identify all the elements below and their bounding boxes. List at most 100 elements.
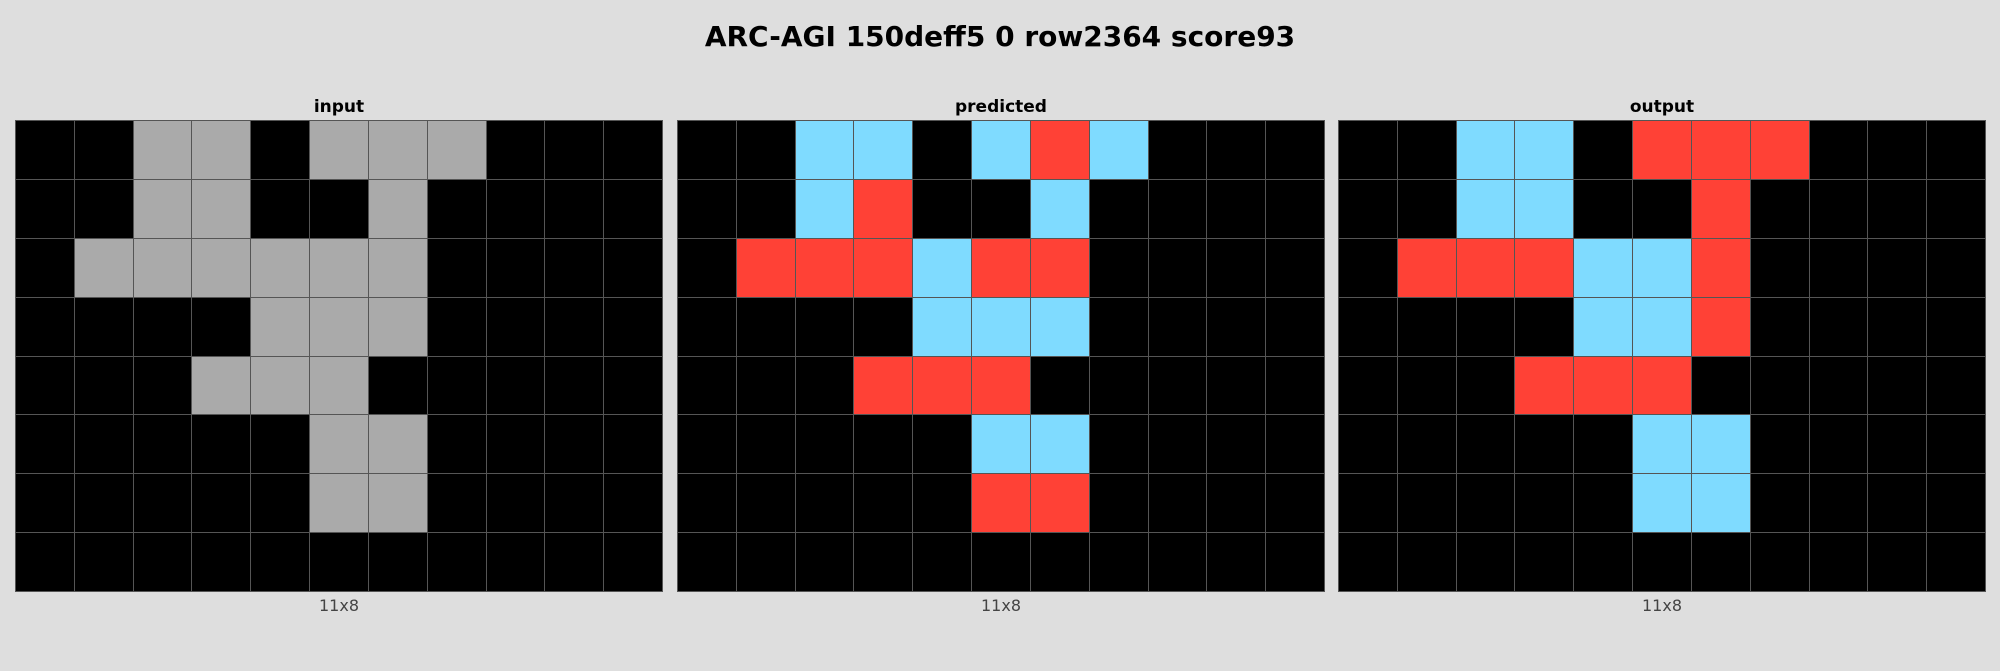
grid-cell [1691,415,1750,474]
grid-cell [1574,179,1633,238]
grid-cell [310,533,368,591]
grid-cell [251,238,310,297]
grid-cell [1030,415,1089,474]
grid-size-caption: 11x8 [980,596,1021,615]
grid-cell [1515,533,1574,591]
grid-cell [133,533,192,591]
grid-cell [678,356,736,415]
grid-cell [427,179,486,238]
grid-cell [545,356,604,415]
grid-cell [854,238,913,297]
grid-cell [1927,297,1985,356]
grid-cell [1868,121,1927,179]
panel-title-output: output [1629,97,1695,117]
grid-cell [1574,297,1633,356]
grid-cell [1148,474,1207,533]
output-panel: output 11x8 [1338,94,1986,615]
grid-cell [1868,297,1927,356]
grid-cell [854,533,913,591]
grid-cell [1089,474,1148,533]
grid-cell [1339,415,1397,474]
grid-cell [972,238,1030,297]
grid-cell [913,297,972,356]
grid-cell [1148,238,1207,297]
grid-cell [1515,121,1574,179]
grid-cell [795,415,854,474]
grid-cell [74,474,133,533]
grid-cell [1691,297,1750,356]
grid-cell [1633,297,1691,356]
grid-cell [1809,121,1868,179]
grid-cell [795,121,854,179]
grid-cell [74,121,133,179]
grid-cell [1397,356,1456,415]
grid-cell [1456,179,1515,238]
grid-cell [1809,238,1868,297]
grid-cell [486,533,545,591]
grid-cell [251,474,310,533]
grid-cell [486,415,545,474]
grid-cell [736,356,795,415]
panel-title-predicted: predicted [955,97,1047,117]
grid-cell [192,356,251,415]
grid-cell [1809,533,1868,591]
grid-cell [1750,238,1809,297]
grid-cell [972,533,1030,591]
grid-cell [1691,238,1750,297]
grid-cell [192,474,251,533]
grid-cell [854,297,913,356]
grid-cell [74,238,133,297]
grid-cell [913,533,972,591]
grid-cell [854,415,913,474]
grid-cell [1927,179,1985,238]
grid-cell [913,121,972,179]
grid-cell [604,533,662,591]
grid-cell [972,415,1030,474]
grid-cell [251,179,310,238]
grid-cell [368,474,427,533]
grid-cell [1397,297,1456,356]
grid-cell [133,474,192,533]
grid-cell [1148,533,1207,591]
grid-cell [1809,179,1868,238]
grid-cell [1339,356,1397,415]
grid-cell [1397,238,1456,297]
grid-cell [1574,356,1633,415]
grid-cell [913,356,972,415]
grid-cell [310,415,368,474]
grid-cell [736,179,795,238]
grid-cell [427,297,486,356]
grid-cell [1030,238,1089,297]
grid-size-caption: 11x8 [318,596,359,615]
grid-cell [310,121,368,179]
grid-cell [1750,179,1809,238]
grid-cell [1574,474,1633,533]
grid-cell [545,238,604,297]
grid-cell [795,356,854,415]
grid-cell [972,297,1030,356]
grid-cell [1809,356,1868,415]
grid-cell [486,474,545,533]
grid-cell [1339,474,1397,533]
grid-cell [1148,356,1207,415]
grid-cell [1266,121,1324,179]
grid-cell [545,179,604,238]
grid-cell [1633,356,1691,415]
grid-cell [1868,238,1927,297]
grid-cell [427,415,486,474]
grid-cell [1456,474,1515,533]
grid-cell [1266,238,1324,297]
grid-cell [736,238,795,297]
grid-cell [1339,297,1397,356]
grid-cell [427,356,486,415]
grid-cell [368,356,427,415]
grid-cell [310,474,368,533]
grid-cell [1207,238,1266,297]
grid-cell [678,121,736,179]
grid-cell [1089,179,1148,238]
grid-cell [604,121,662,179]
grid-cell [310,297,368,356]
grid-cell [310,238,368,297]
grid-cell [1633,474,1691,533]
grid-cell [1148,297,1207,356]
